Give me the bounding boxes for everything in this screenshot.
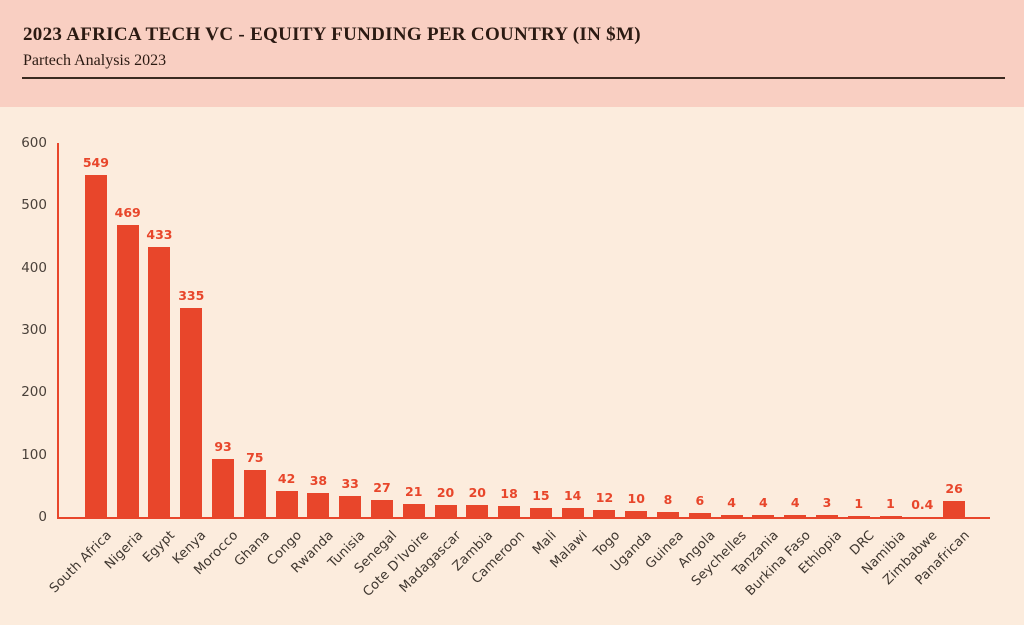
- bar: [625, 510, 648, 517]
- bar: [466, 504, 489, 517]
- bar: [275, 490, 298, 517]
- bar-value-label: 12: [595, 489, 614, 505]
- bar-value-label: 4: [790, 494, 800, 510]
- y-tick-label: 0: [38, 509, 47, 525]
- bar: [307, 493, 330, 517]
- bar-value-label: 3: [822, 495, 832, 511]
- bar-value-label: 26: [945, 480, 963, 496]
- x-axis-line: [57, 517, 990, 519]
- bar: [943, 500, 966, 517]
- chart-subtitle: Partech Analysis 2023: [23, 52, 167, 69]
- bar: [815, 515, 838, 517]
- bar-value-label: 1: [854, 496, 864, 512]
- y-tick-label: 500: [21, 197, 47, 214]
- bar: [847, 516, 870, 517]
- y-tick-label: 400: [21, 259, 47, 276]
- bar: [339, 496, 362, 517]
- bar: [657, 512, 680, 517]
- bar: [498, 505, 521, 517]
- bar-value-label: 10: [627, 490, 645, 506]
- bar-value-label: 469: [114, 204, 141, 220]
- bar: [561, 508, 584, 517]
- y-tick-label: 600: [21, 135, 47, 151]
- bar: [243, 470, 266, 517]
- bar-value-label: 4: [759, 494, 768, 510]
- bar-value-label: 18: [500, 485, 518, 501]
- bar: [720, 514, 743, 517]
- bar: [688, 513, 711, 517]
- bar-value-label: 38: [309, 473, 328, 489]
- chart-title: 2023 AFRICA TECH VC - EQUITY FUNDING PER…: [23, 24, 641, 45]
- chart-header: 2023 AFRICA TECH VC - EQUITY FUNDING PER…: [0, 0, 1024, 107]
- bar: [180, 308, 203, 517]
- y-axis-line: [57, 143, 59, 517]
- bar-value-label: 14: [563, 488, 582, 504]
- bar-value-label: 549: [82, 154, 109, 170]
- y-tick-label: 100: [21, 446, 47, 463]
- bar-value-label: 15: [532, 487, 550, 503]
- bar: [370, 500, 393, 517]
- bar: [116, 224, 139, 517]
- bar: [402, 503, 425, 517]
- bar-value-label: 20: [436, 484, 455, 500]
- bar: [752, 514, 775, 517]
- bar: [529, 507, 552, 517]
- bar-value-label: 75: [246, 450, 264, 466]
- bar-value-label: 4: [727, 494, 736, 510]
- y-tick-label: 200: [21, 384, 47, 401]
- bar-value-label: 33: [341, 476, 359, 492]
- bar-value-label: 335: [178, 288, 205, 304]
- bar-value-label: 1: [886, 496, 895, 512]
- bar-value-label: 6: [695, 493, 705, 509]
- bar-value-label: 42: [277, 470, 296, 486]
- bar: [212, 459, 235, 517]
- bar-value-label: 433: [146, 227, 173, 243]
- bar-value-label: 21: [405, 483, 423, 499]
- x-axis-label: Ghana: [232, 528, 274, 570]
- bar-value-label: 0.4: [911, 496, 934, 512]
- y-tick-label: 300: [21, 322, 47, 338]
- bar: [434, 504, 457, 517]
- bar: [84, 174, 107, 517]
- bar: [593, 509, 616, 517]
- bar: [879, 516, 902, 517]
- bar-value-label: 27: [373, 480, 391, 496]
- bar: [148, 247, 171, 517]
- bar-value-label: 8: [663, 492, 673, 507]
- header-divider: [22, 77, 1005, 79]
- bar: [784, 514, 807, 517]
- bar-value-label: 20: [468, 484, 487, 500]
- bar-value-label: 93: [214, 439, 232, 455]
